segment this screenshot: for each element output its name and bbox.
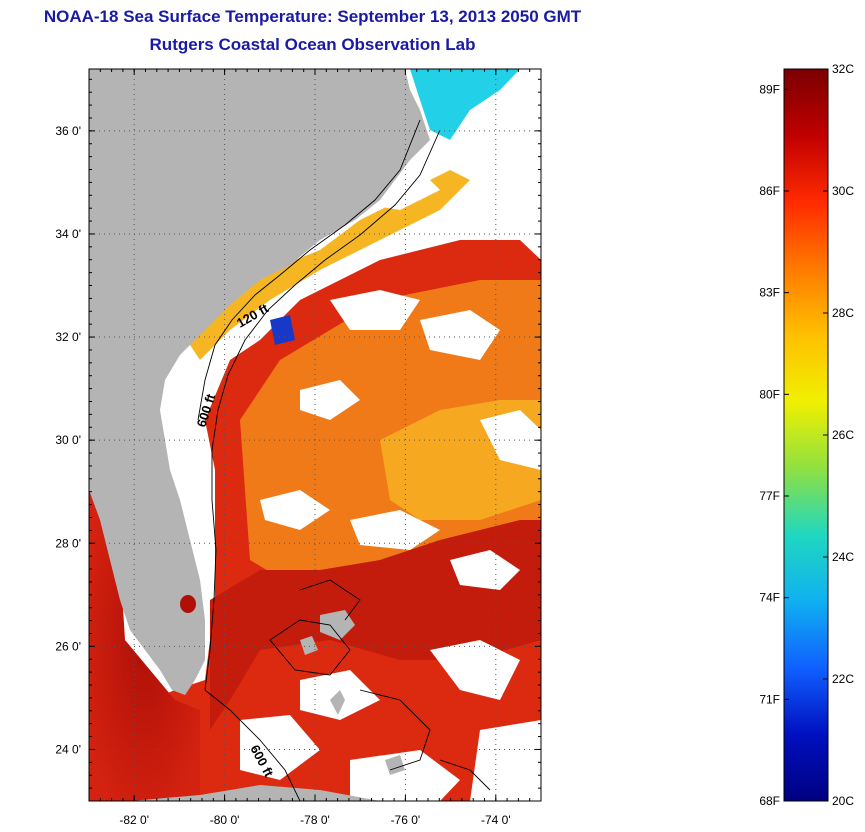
map-subtitle: Rutgers Coastal Ocean Observation Lab (149, 35, 476, 54)
sst-coastal-band (180, 170, 470, 360)
lat-tick-label: 24 0' (55, 742, 81, 756)
lon-tick-label: -74 0' (481, 813, 511, 827)
colorbar-f-label: 83F (759, 286, 780, 300)
colorbar-gradient (784, 69, 828, 801)
colorbar-c-label: 26C (832, 428, 854, 442)
lat-tick-label: 32 0' (55, 330, 81, 344)
lat-tick-label: 36 0' (55, 124, 81, 138)
colorbar-f-label: 86F (759, 184, 780, 198)
land-bahamas (300, 610, 405, 775)
graticule (89, 69, 541, 801)
cloud-mask (240, 170, 541, 801)
colorbar-c-label: 24C (832, 550, 854, 564)
colorbar-f-label: 80F (759, 387, 780, 401)
colorbar-f-label: 71F (759, 692, 780, 706)
colorbar-c-label: 32C (832, 62, 854, 76)
lon-tick-label: -78 0' (300, 813, 330, 827)
lake-okeechobee (180, 595, 196, 613)
colorbar-f-label: 68F (759, 794, 780, 808)
lon-tick-label: -76 0' (391, 813, 421, 827)
lat-tick-label: 26 0' (55, 639, 81, 653)
sst-blue-patch (270, 315, 295, 345)
lon-tick-label: -80 0' (210, 813, 240, 827)
colorbar-c-label: 28C (832, 306, 854, 320)
land-cuba (130, 785, 380, 801)
colorbar-c-label: 22C (832, 672, 854, 686)
colorbar-c-label: 20C (832, 794, 854, 808)
lon-tick-label: -82 0' (119, 813, 149, 827)
sst-cyan-north (410, 69, 520, 140)
colorbar-c-label: 30C (832, 184, 854, 198)
map-axes: 24 0' 26 0' 28 0' 30 0' 32 0' 34 0' 36 0' -82 0… (55, 69, 541, 827)
map-title: NOAA-18 Sea Surface Temperature: Septemb… (43, 7, 582, 26)
colorbar-f-label: 77F (759, 489, 780, 503)
lat-tick-label: 28 0' (55, 536, 81, 550)
lat-tick-label: 34 0' (55, 227, 81, 241)
colorbar-f-label: 74F (759, 591, 780, 605)
colorbar-f-label: 89F (759, 82, 780, 96)
lat-tick-label: 30 0' (55, 433, 81, 447)
colorbar-labels: 32C 30C 28C 26C 24C 22C 20C 89F 86F 83F 80F 77F 74F 7… (759, 62, 854, 808)
